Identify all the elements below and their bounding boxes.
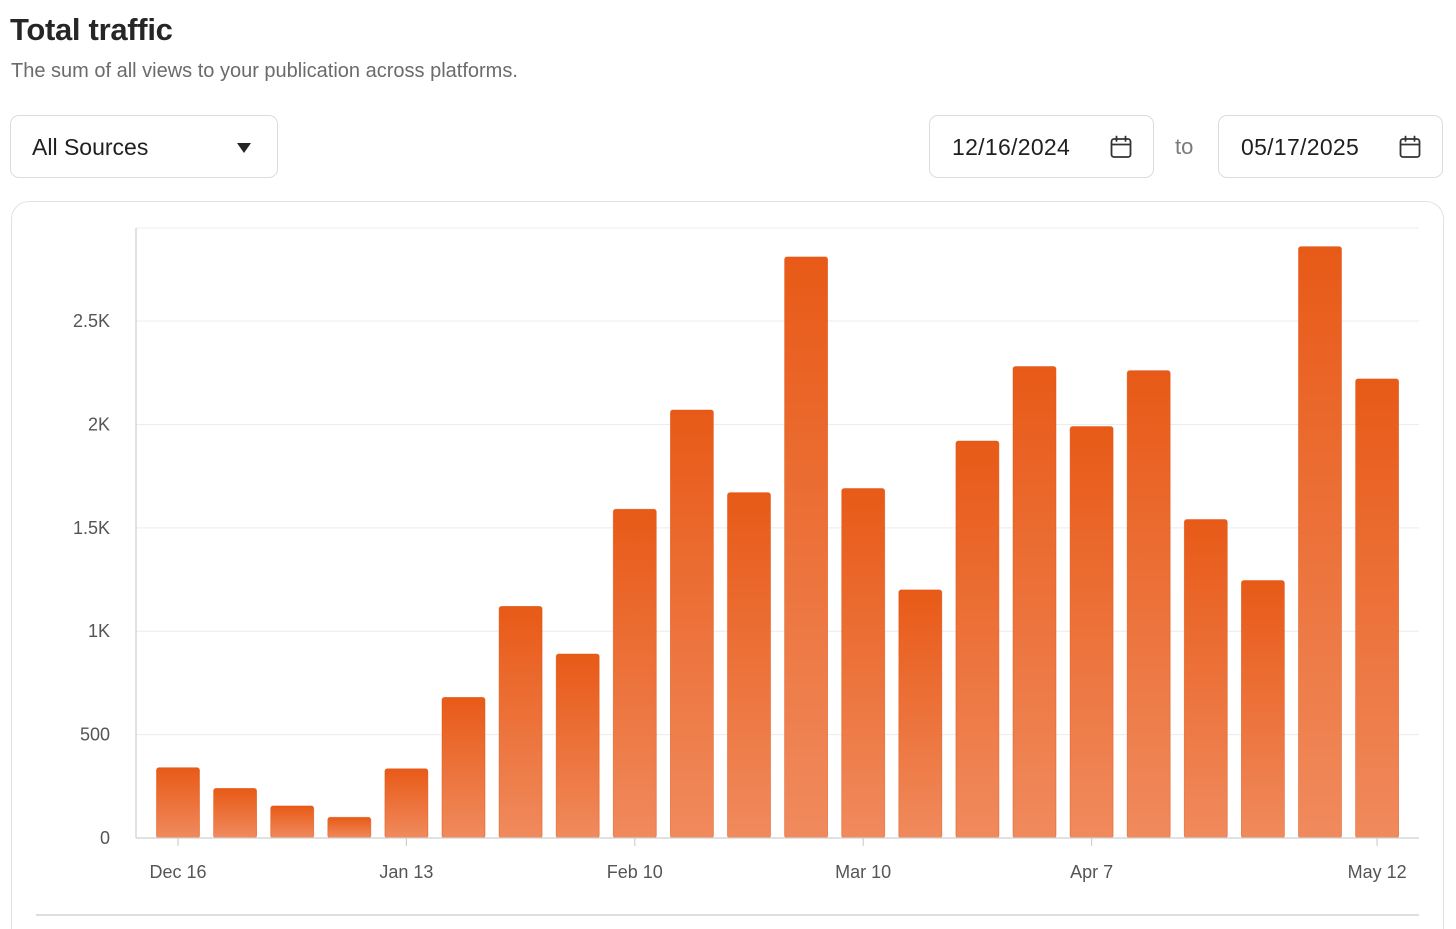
x-tick-label: Mar 10	[835, 862, 891, 882]
bar-2025-03-24[interactable]	[955, 440, 1000, 839]
y-tick-label: 0	[100, 828, 110, 848]
bars	[156, 246, 1399, 839]
y-tick-label: 2K	[88, 414, 110, 434]
bar-2024-12-23[interactable]	[213, 787, 258, 839]
x-tick-label: May 12	[1348, 862, 1407, 882]
calendar-icon[interactable]	[1398, 135, 1422, 159]
bar-2025-05-05[interactable]	[1298, 246, 1342, 839]
tick-labels: 0 500 1K 1.5K 2K 2.5K Dec 16 Jan 13 Feb 10 Mar 10…	[73, 311, 1407, 882]
bar-2025-03-17[interactable]	[898, 589, 943, 839]
x-tick-label: Feb 10	[607, 862, 663, 882]
bar-2025-03-31[interactable]	[1012, 366, 1057, 839]
source-select-value: All Sources	[32, 134, 149, 160]
x-tick-label: Dec 16	[149, 862, 206, 882]
date-from-input[interactable]: 12/16/2024	[929, 115, 1154, 178]
traffic-bar-chart: 0 500 1K 1.5K 2K 2.5K Dec 16 Jan 13 Feb 10 Mar 10…	[36, 227, 1419, 916]
x-tick-label: Apr 7	[1070, 862, 1113, 882]
y-tick-label: 2.5K	[73, 311, 110, 331]
page-title: Total traffic	[10, 12, 173, 47]
y-tick-label: 1.5K	[73, 518, 110, 538]
bar-2025-01-20[interactable]	[441, 696, 486, 839]
bar-2025-03-03[interactable]	[784, 256, 828, 839]
bar-2025-05-12[interactable]	[1355, 378, 1399, 839]
bar-2025-01-13[interactable]	[384, 768, 429, 839]
bar-2025-02-24[interactable]	[727, 492, 771, 839]
y-tick-label: 1K	[88, 621, 110, 641]
calendar-icon[interactable]	[1109, 135, 1133, 159]
date-from-value: 12/16/2024	[952, 134, 1071, 160]
chart-card: 0 500 1K 1.5K 2K 2.5K Dec 16 Jan 13 Feb 10 Mar 10…	[11, 201, 1444, 929]
bar-2025-04-07[interactable]	[1069, 426, 1114, 839]
bar-2025-01-27[interactable]	[498, 606, 543, 839]
bar-2025-01-06[interactable]	[327, 816, 372, 839]
bar-2025-04-21[interactable]	[1183, 519, 1228, 839]
source-select[interactable]: All Sources	[10, 115, 278, 178]
bar-2025-02-10[interactable]	[612, 508, 657, 839]
bar-2025-04-28[interactable]	[1241, 580, 1285, 839]
caret-down-icon	[237, 143, 251, 153]
date-to-input[interactable]: 05/17/2025	[1218, 115, 1443, 178]
bar-2025-03-10[interactable]	[841, 488, 886, 839]
bar-2024-12-30[interactable]	[270, 805, 315, 839]
axes	[36, 228, 1419, 916]
bar-2025-02-03[interactable]	[555, 653, 600, 839]
y-tick-label: 500	[80, 725, 110, 745]
bar-2025-02-17[interactable]	[670, 409, 714, 839]
bar-2025-04-14[interactable]	[1126, 370, 1171, 839]
page-subtitle: The sum of all views to your publication…	[11, 60, 518, 82]
x-tick-label: Jan 13	[379, 862, 433, 882]
date-to-value: 05/17/2025	[1241, 134, 1360, 160]
bar-2024-12-16[interactable]	[156, 767, 200, 839]
date-range-separator: to	[1175, 134, 1194, 159]
